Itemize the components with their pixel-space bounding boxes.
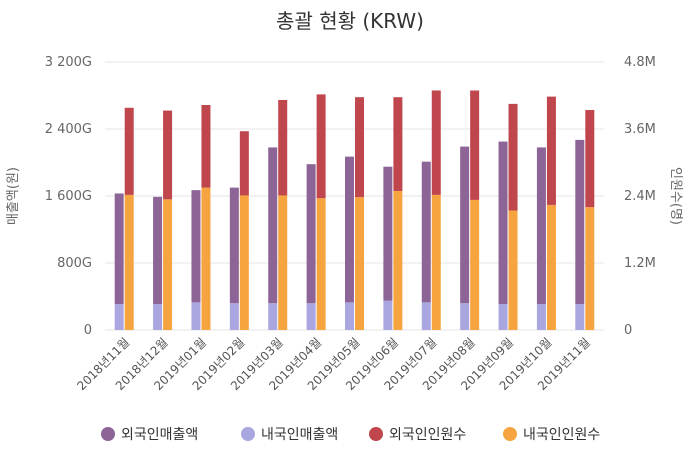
bars (114, 90, 595, 330)
left-tick-label: 2 400G (45, 122, 92, 137)
bar-domestic-visitors (585, 207, 595, 330)
left-axis-title: 매출액(원) (6, 167, 21, 225)
right-tick-label: 1.2M (624, 256, 656, 271)
bar-domestic-sales (191, 302, 201, 330)
bar-domestic-sales (306, 303, 316, 330)
legend-label: 외국인인원수 (389, 427, 466, 443)
legend-label: 외국인매출액 (121, 427, 198, 443)
bar-foreign-sales (498, 141, 508, 305)
bar-domestic-visitors (278, 195, 288, 330)
legend-marker (241, 427, 255, 441)
bar-domestic-visitors (163, 199, 173, 330)
bar-domestic-sales (114, 304, 124, 330)
chart-title: 총괄 현황 (KRW) (276, 9, 424, 33)
bar-foreign-sales (421, 161, 431, 303)
bar-foreign-visitors (508, 103, 518, 211)
bar-foreign-sales (383, 166, 393, 301)
bar-domestic-sales (421, 302, 431, 330)
bar-foreign-sales (114, 193, 124, 305)
bar-foreign-sales (345, 156, 354, 303)
bar-foreign-sales (536, 147, 546, 305)
left-tick-label: 800G (57, 256, 92, 271)
bar-foreign-visitors (163, 110, 173, 200)
bar-domestic-sales (498, 304, 508, 330)
right-axis-ticks: 0 1.2M 2.4M 3.6M 4.8M (624, 55, 656, 338)
bar-domestic-visitors (124, 194, 134, 330)
bar-domestic-sales (536, 304, 546, 330)
bar-foreign-sales (268, 147, 278, 304)
left-tick-label: 3 200G (45, 55, 92, 70)
grid-lines (105, 61, 604, 331)
legend-marker (369, 427, 383, 441)
left-axis-ticks: 0 800G 1 600G 2 400G 3 200G (45, 55, 92, 338)
right-tick-label: 2.4M (624, 189, 656, 204)
bar-foreign-visitors (201, 104, 211, 188)
bar-foreign-visitors (239, 131, 249, 196)
legend-label: 내국인매출액 (261, 427, 338, 443)
legend-marker (101, 427, 115, 441)
bar-domestic-sales (153, 304, 163, 330)
left-tick-label: 0 (84, 323, 92, 338)
bar-foreign-visitors (316, 94, 326, 199)
bar-foreign-sales (306, 164, 316, 304)
bar-domestic-visitors (431, 194, 441, 330)
bar-domestic-visitors (393, 190, 403, 330)
category-labels: 2018년11월2018년12월2019년01월2019년02월2019년03월… (74, 335, 593, 393)
bar-domestic-sales (229, 303, 239, 330)
bar-foreign-visitors (124, 107, 134, 195)
bar-domestic-sales (460, 303, 470, 330)
right-tick-label: 3.6M (624, 122, 656, 137)
bar-foreign-visitors (355, 97, 364, 198)
bar-foreign-sales (460, 146, 470, 304)
bar-foreign-sales (191, 190, 201, 303)
bar-domestic-visitors (508, 210, 518, 330)
bar-domestic-sales (383, 300, 393, 330)
bar-foreign-sales (229, 187, 239, 304)
bar-domestic-sales (345, 302, 354, 330)
bar-domestic-sales (268, 303, 278, 330)
left-tick-label: 1 600G (45, 189, 92, 204)
bar-foreign-visitors (470, 90, 480, 200)
bar-domestic-visitors (355, 197, 364, 330)
bar-foreign-visitors (431, 90, 441, 195)
bar-foreign-visitors (546, 96, 556, 205)
right-tick-label: 4.8M (624, 55, 656, 70)
bar-domestic-visitors (470, 199, 480, 330)
bar-foreign-visitors (585, 110, 595, 208)
bar-domestic-visitors (239, 195, 249, 330)
right-axis-title: 인원수(명) (668, 167, 683, 225)
legend-marker (503, 427, 517, 441)
legend: 외국인매출액 내국인매출액 외국인인원수 내국인인원수 (101, 427, 600, 443)
bar-foreign-sales (575, 139, 585, 305)
bar-foreign-visitors (393, 97, 403, 191)
bar-foreign-sales (153, 196, 163, 305)
bar-foreign-visitors (278, 99, 288, 196)
bar-domestic-visitors (546, 204, 556, 330)
bar-domestic-visitors (201, 187, 211, 330)
right-tick-label: 0 (624, 323, 632, 338)
legend-label: 내국인인원수 (523, 427, 600, 443)
bar-domestic-visitors (316, 198, 326, 330)
bar-domestic-sales (575, 304, 585, 330)
